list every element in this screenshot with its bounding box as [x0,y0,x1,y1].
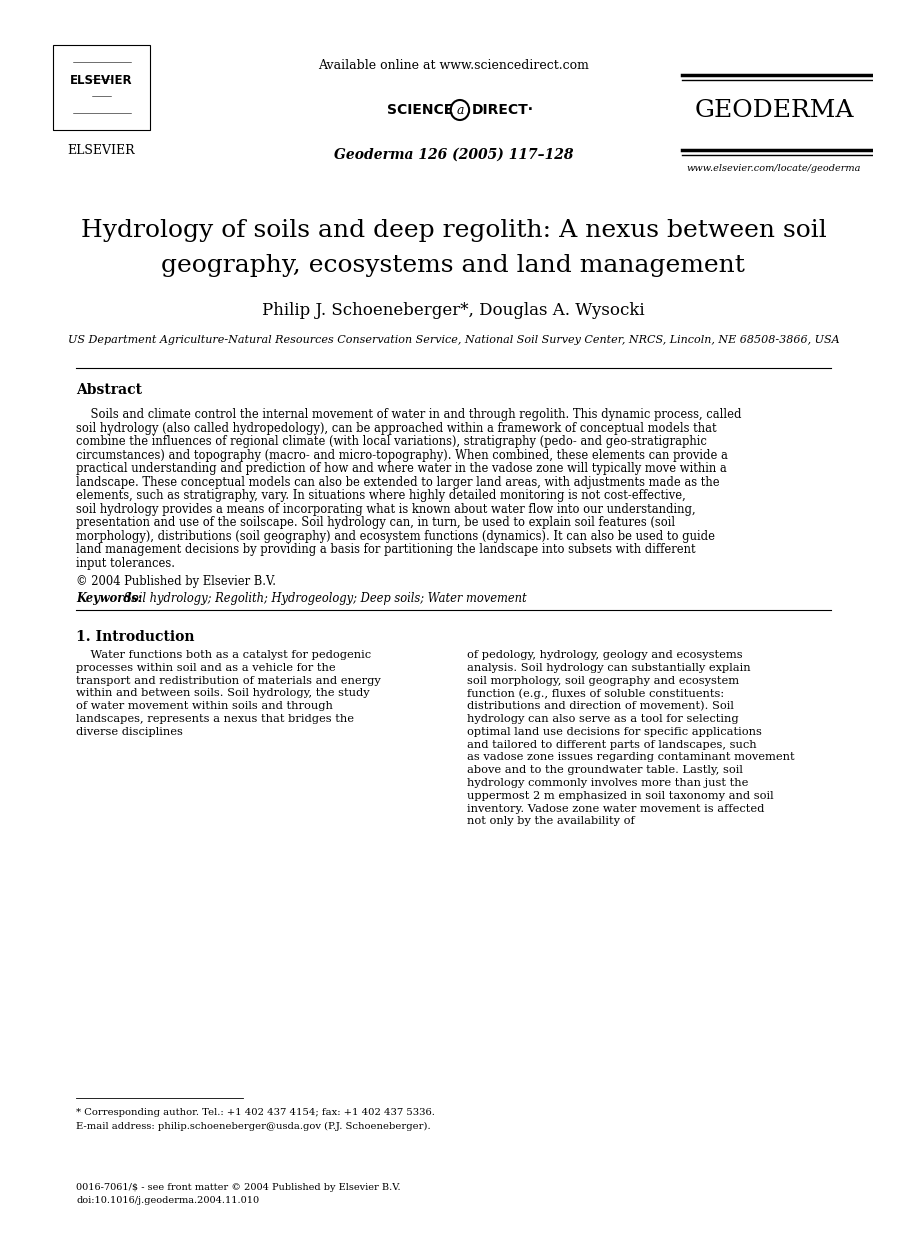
Text: transport and redistribution of materials and energy: transport and redistribution of material… [76,676,381,686]
Text: hydrology can also serve as a tool for selecting: hydrology can also serve as a tool for s… [467,714,739,724]
Text: inventory. Vadose zone water movement is affected: inventory. Vadose zone water movement is… [467,803,765,813]
Text: SCIENCE: SCIENCE [387,103,454,118]
Text: soil morphology, soil geography and ecosystem: soil morphology, soil geography and ecos… [467,676,739,686]
Text: circumstances) and topography (macro- and micro-topography). When combined, thes: circumstances) and topography (macro- an… [76,448,728,462]
Text: distributions and direction of movement). Soil: distributions and direction of movement)… [467,701,734,712]
Text: above and to the groundwater table. Lastly, soil: above and to the groundwater table. Last… [467,765,743,775]
Text: hydrology commonly involves more than just the: hydrology commonly involves more than ju… [467,777,748,789]
Text: and tailored to different parts of landscapes, such: and tailored to different parts of lands… [467,739,757,749]
Text: Abstract: Abstract [76,383,142,397]
Text: uppermost 2 m emphasized in soil taxonomy and soil: uppermost 2 m emphasized in soil taxonom… [467,791,774,801]
Text: ELSEVIER: ELSEVIER [67,144,135,156]
Text: not only by the availability of: not only by the availability of [467,816,635,827]
Text: elements, such as stratigraphy, vary. In situations where highly detailed monito: elements, such as stratigraphy, vary. In… [76,489,686,501]
Text: DIRECT·: DIRECT· [472,103,534,118]
Text: geography, ecosystems and land management: geography, ecosystems and land managemen… [161,254,746,276]
Text: processes within soil and as a vehicle for the: processes within soil and as a vehicle f… [76,662,336,672]
Text: US Department Agriculture-Natural Resources Conservation Service, National Soil : US Department Agriculture-Natural Resour… [68,335,839,345]
Text: landscapes, represents a nexus that bridges the: landscapes, represents a nexus that brid… [76,714,355,724]
Text: ELSEVIER: ELSEVIER [70,73,132,87]
Text: soil hydrology (also called hydropedology), can be approached within a framework: soil hydrology (also called hydropedolog… [76,421,717,435]
Text: morphology), distributions (soil geography) and ecosystem functions (dynamics). : morphology), distributions (soil geograp… [76,530,716,542]
Text: 1. Introduction: 1. Introduction [76,630,195,644]
Text: www.elsevier.com/locate/geoderma: www.elsevier.com/locate/geoderma [687,163,862,172]
Text: Soil hydrology; Regolith; Hydrogeology; Deep soils; Water movement: Soil hydrology; Regolith; Hydrogeology; … [124,592,527,605]
Text: Hydrology of soils and deep regolith: A nexus between soil: Hydrology of soils and deep regolith: A … [81,218,826,241]
Text: doi:10.1016/j.geoderma.2004.11.010: doi:10.1016/j.geoderma.2004.11.010 [76,1196,259,1205]
Text: GEODERMA: GEODERMA [695,99,853,121]
Text: input tolerances.: input tolerances. [76,557,175,569]
Text: of pedology, hydrology, geology and ecosystems: of pedology, hydrology, geology and ecos… [467,650,743,660]
Text: practical understanding and prediction of how and where water in the vadose zone: practical understanding and prediction o… [76,462,727,475]
Text: optimal land use decisions for specific applications: optimal land use decisions for specific … [467,727,762,737]
Text: diverse disciplines: diverse disciplines [76,727,183,737]
Text: soil hydrology provides a means of incorporating what is known about water flow : soil hydrology provides a means of incor… [76,503,696,515]
Text: 0016-7061/$ - see front matter © 2004 Published by Elsevier B.V.: 0016-7061/$ - see front matter © 2004 Pu… [76,1184,401,1192]
Text: Soils and climate control the internal movement of water in and through regolith: Soils and climate control the internal m… [76,409,742,421]
Text: combine the influences of regional climate (with local variations), stratigraphy: combine the influences of regional clima… [76,435,707,448]
Text: Geoderma 126 (2005) 117–128: Geoderma 126 (2005) 117–128 [334,149,573,162]
Text: © 2004 Published by Elsevier B.V.: © 2004 Published by Elsevier B.V. [76,574,277,588]
Text: landscape. These conceptual models can also be extended to larger land areas, wi: landscape. These conceptual models can a… [76,475,720,489]
Text: land management decisions by providing a basis for partitioning the landscape in: land management decisions by providing a… [76,543,696,556]
Text: Philip J. Schoeneberger*, Douglas A. Wysocki: Philip J. Schoeneberger*, Douglas A. Wys… [262,302,645,318]
Text: analysis. Soil hydrology can substantially explain: analysis. Soil hydrology can substantial… [467,662,751,672]
Text: as vadose zone issues regarding contaminant movement: as vadose zone issues regarding contamin… [467,753,795,763]
Bar [54,45,151,130]
Text: Keywords:: Keywords: [76,592,142,605]
Text: * Corresponding author. Tel.: +1 402 437 4154; fax: +1 402 437 5336.: * Corresponding author. Tel.: +1 402 437… [76,1108,435,1117]
Text: Available online at www.sciencedirect.com: Available online at www.sciencedirect.co… [318,58,589,72]
Text: a: a [456,104,463,116]
Text: Water functions both as a catalyst for pedogenic: Water functions both as a catalyst for p… [76,650,372,660]
Text: of water movement within soils and through: of water movement within soils and throu… [76,701,333,711]
Text: presentation and use of the soilscape. Soil hydrology can, in turn, be used to e: presentation and use of the soilscape. S… [76,516,676,529]
Text: within and between soils. Soil hydrology, the study: within and between soils. Soil hydrology… [76,688,370,698]
Text: function (e.g., fluxes of soluble constituents:: function (e.g., fluxes of soluble consti… [467,688,725,699]
Text: E-mail address: philip.schoeneberger@usda.gov (P.J. Schoeneberger).: E-mail address: philip.schoeneberger@usd… [76,1122,431,1132]
